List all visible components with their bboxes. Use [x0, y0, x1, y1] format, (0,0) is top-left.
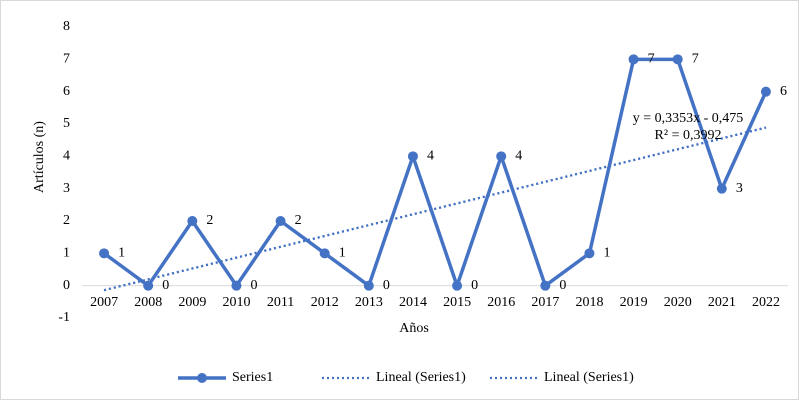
- data-label: 1: [603, 246, 610, 261]
- legend-label: Series1: [232, 370, 273, 385]
- data-label: 0: [559, 278, 566, 293]
- y-tick-label: 0: [63, 278, 70, 293]
- x-tick-label: 2018: [575, 295, 603, 310]
- trend-line: [103, 126, 767, 292]
- data-label: 1: [118, 246, 125, 261]
- x-tick-label: 2009: [178, 295, 206, 310]
- point: [407, 151, 418, 162]
- y-tick-label: 7: [63, 52, 70, 67]
- x-tick-label: 2021: [708, 295, 736, 310]
- point: [496, 151, 507, 162]
- point: [628, 54, 639, 65]
- series-line: [103, 57, 768, 288]
- data-label: 0: [383, 278, 390, 293]
- y-tick-label: 2: [63, 213, 70, 228]
- x-tick-label: 2014: [399, 295, 427, 310]
- data-label: 3: [736, 181, 743, 196]
- point: [716, 183, 727, 194]
- point: [143, 280, 154, 291]
- x-tick-label: 2016: [487, 295, 515, 310]
- data-label: 4: [515, 149, 522, 164]
- y-tick-label: 6: [63, 84, 70, 99]
- point: [452, 280, 463, 291]
- data-label: 4: [427, 149, 434, 164]
- point: [760, 86, 771, 97]
- y-tick-label: 5: [63, 116, 70, 131]
- y-tick-label: 4: [63, 149, 70, 164]
- x-tick-label: 2015: [443, 295, 471, 310]
- x-tick-label: 2008: [134, 295, 162, 310]
- data-label: 1: [339, 246, 346, 261]
- data-label: 7: [692, 52, 699, 67]
- point: [363, 280, 374, 291]
- x-tick-label: 2020: [664, 295, 692, 310]
- data-label: 2: [206, 213, 213, 228]
- legend-label: Lineal (Series1): [376, 370, 466, 385]
- point: [672, 54, 683, 65]
- y-tick-label: 3: [63, 181, 70, 196]
- trend-r2: R² = 0,3992: [655, 128, 722, 143]
- x-axis-title: Años: [399, 321, 429, 336]
- data-label: 2: [295, 213, 302, 228]
- data-label: 0: [162, 278, 169, 293]
- y-tick-label: 1: [63, 246, 70, 261]
- point: [231, 280, 242, 291]
- x-tick-label: 2012: [311, 295, 339, 310]
- legend-label: Lineal (Series1): [544, 370, 634, 385]
- point: [187, 216, 198, 226]
- data-label: 0: [250, 278, 257, 293]
- x-tick-label: 2019: [620, 295, 648, 310]
- point: [540, 280, 551, 291]
- data-label: 0: [471, 278, 478, 293]
- y-tick-label: 8: [63, 19, 70, 34]
- point: [584, 248, 595, 259]
- x-tick-label: 2011: [267, 295, 294, 310]
- data-label: 6: [780, 84, 787, 99]
- point: [319, 248, 330, 259]
- x-tick-label: 2013: [355, 295, 383, 310]
- data-label: 7: [648, 52, 655, 67]
- trend-equation: y = 0,3353x - 0,475: [633, 111, 744, 126]
- y-tick-label: -1: [58, 310, 70, 325]
- x-tick-label: 2017: [531, 295, 559, 310]
- point: [99, 248, 110, 259]
- legend-marker: [197, 373, 207, 383]
- y-axis-title: Artículos (n): [32, 121, 47, 193]
- x-tick-label: 2007: [90, 295, 118, 310]
- x-tick-label: 2010: [222, 295, 250, 310]
- point: [275, 216, 286, 226]
- x-tick-label: 2022: [752, 295, 780, 310]
